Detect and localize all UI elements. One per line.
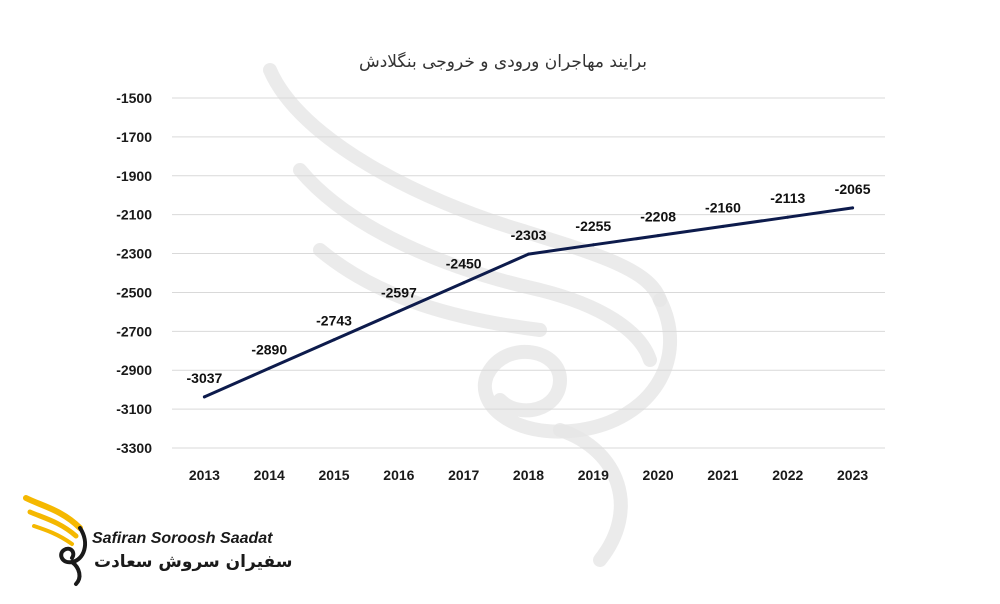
- data-label: -2160: [705, 199, 741, 215]
- chart-title: برایند مهاجران ورودی و خروجی بنگلادش: [359, 51, 647, 72]
- x-tick-label: 2014: [254, 467, 285, 483]
- gridlines: [172, 97, 885, 449]
- y-tick-label: -1500: [116, 90, 152, 106]
- y-tick-label: -2300: [116, 246, 152, 262]
- brand-name-fa: سفیران سروش سعادت: [94, 552, 293, 572]
- x-tick-label: 2013: [189, 467, 220, 483]
- y-tick-label: -1900: [116, 168, 152, 184]
- x-tick-label: 2020: [643, 467, 674, 483]
- data-point: [656, 234, 660, 238]
- watermark-swan-icon: [263, 63, 677, 567]
- data-label: -2113: [770, 190, 805, 206]
- y-tick-label: -2100: [116, 207, 152, 223]
- x-tick-label: 2017: [448, 467, 479, 483]
- data-point: [527, 252, 530, 256]
- series-line-group: [202, 206, 855, 399]
- data-point: [397, 309, 401, 313]
- data-labels: -3037 -2890 -2743 -2597 -2450 -2303 -2255 -2208…: [187, 181, 871, 386]
- brand-logo: Safiran Soroosh Saadat سفیران سروش سعادت: [22, 488, 302, 588]
- data-label: -2303: [511, 227, 547, 243]
- data-point: [462, 281, 466, 285]
- data-label: -2743: [316, 313, 352, 329]
- y-tick-label: -1700: [116, 129, 152, 145]
- x-axis: 2013 2014 2015 2016 2017 2018 2019 2020 2021 2022…: [189, 467, 869, 483]
- x-tick-label: 2022: [772, 467, 803, 483]
- x-tick-label: 2015: [318, 467, 349, 483]
- swan-logo-icon: [23, 495, 88, 586]
- data-label: -2065: [835, 181, 871, 197]
- data-label: -2597: [381, 284, 417, 300]
- data-label: -2890: [251, 341, 287, 357]
- x-tick-label: 2021: [707, 467, 738, 483]
- y-tick-label: -2900: [116, 362, 152, 378]
- x-tick-label: 2019: [578, 467, 609, 483]
- brand-name-en: Safiran Soroosh Saadat: [92, 530, 273, 547]
- y-tick-label: -3100: [116, 401, 152, 417]
- y-tick-label: -2700: [116, 323, 152, 339]
- data-point: [786, 215, 790, 219]
- x-tick-label: 2023: [837, 467, 868, 483]
- data-label: -2450: [446, 256, 482, 272]
- y-tick-label: -2500: [116, 284, 152, 300]
- data-point: [851, 206, 855, 210]
- data-point: [721, 224, 725, 228]
- data-point: [202, 395, 206, 399]
- x-tick-label: 2018: [513, 467, 544, 483]
- data-point: [332, 338, 336, 342]
- y-axis: -1500 -1700 -1900 -2100 -2300 -2500 -2700 -2900…: [116, 90, 152, 456]
- data-label: -2208: [640, 209, 676, 225]
- y-tick-label: -3300: [116, 440, 152, 456]
- data-point: [591, 243, 595, 247]
- data-label: -3037: [187, 370, 223, 386]
- x-tick-label: 2016: [383, 467, 414, 483]
- data-label: -2255: [575, 218, 611, 234]
- data-point: [267, 366, 271, 370]
